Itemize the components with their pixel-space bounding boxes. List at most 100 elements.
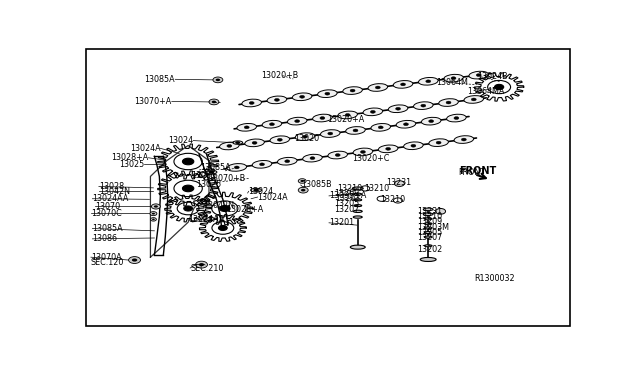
Ellipse shape [424,227,432,229]
Text: 13020: 13020 [294,134,319,143]
Text: 13085A: 13085A [145,75,175,84]
Ellipse shape [328,151,348,159]
Text: 13095+A: 13095+A [329,191,366,201]
Text: 13028: 13028 [99,182,124,191]
Ellipse shape [423,208,433,211]
Ellipse shape [346,126,365,134]
Ellipse shape [353,148,372,156]
Circle shape [350,89,355,92]
Text: 13020+B: 13020+B [261,71,298,80]
Ellipse shape [413,102,433,109]
Circle shape [335,154,340,157]
Text: 13209: 13209 [417,217,442,226]
Ellipse shape [444,74,463,82]
Text: 13024B: 13024B [477,72,508,81]
Circle shape [218,225,227,231]
Ellipse shape [353,216,362,218]
Ellipse shape [244,139,264,147]
Circle shape [461,138,467,141]
Circle shape [325,92,330,95]
Text: 13085: 13085 [191,171,217,180]
Text: 13231: 13231 [387,178,412,187]
Circle shape [298,187,308,193]
Circle shape [260,163,264,166]
Circle shape [220,205,230,212]
Circle shape [454,117,459,119]
Circle shape [476,74,481,77]
Text: 13085A: 13085A [200,163,230,172]
Circle shape [360,151,365,153]
Text: 13085A: 13085A [92,224,123,233]
Text: 13210: 13210 [364,184,389,193]
Text: R1300032: R1300032 [474,273,515,283]
Ellipse shape [292,93,312,100]
Circle shape [209,99,219,105]
Ellipse shape [278,157,297,165]
Ellipse shape [220,142,239,150]
Text: 13070+A: 13070+A [134,97,172,106]
Ellipse shape [424,218,432,220]
Ellipse shape [378,145,398,153]
Ellipse shape [469,71,488,79]
Ellipse shape [424,223,432,225]
Text: 13064MA: 13064MA [467,87,504,96]
Circle shape [182,185,194,192]
Ellipse shape [424,231,432,234]
Ellipse shape [237,124,257,131]
Text: 13025: 13025 [196,180,221,189]
Circle shape [298,179,306,183]
Text: 13231: 13231 [417,207,442,216]
Text: 13070: 13070 [95,202,120,211]
Circle shape [294,120,300,122]
Circle shape [403,123,408,126]
Text: 13024A: 13024A [130,144,161,153]
Circle shape [129,257,141,263]
Circle shape [394,181,404,186]
Polygon shape [164,195,212,222]
Text: 13210: 13210 [380,195,405,204]
Ellipse shape [363,108,383,116]
Circle shape [249,102,254,105]
Text: 13024AA: 13024AA [92,194,129,203]
Text: 13210: 13210 [417,212,442,221]
Ellipse shape [354,205,362,206]
Text: 13085B: 13085B [301,180,332,189]
Ellipse shape [424,245,432,247]
Ellipse shape [354,193,362,195]
Text: 13210: 13210 [337,184,362,193]
Circle shape [244,126,249,129]
Ellipse shape [350,245,365,249]
Polygon shape [157,144,219,179]
Ellipse shape [419,77,438,85]
Ellipse shape [429,139,449,147]
Circle shape [184,206,193,211]
Text: 13028+A: 13028+A [111,153,148,162]
Text: FRONT: FRONT [458,168,485,177]
Polygon shape [474,73,524,101]
Ellipse shape [270,136,290,144]
Ellipse shape [321,130,340,137]
Text: 13209: 13209 [334,189,359,198]
Text: 13070C: 13070C [91,209,122,218]
Circle shape [436,208,445,214]
Polygon shape [157,171,219,206]
Circle shape [277,138,282,141]
Text: 13201: 13201 [329,218,354,227]
Ellipse shape [338,111,357,119]
Text: FRONT: FRONT [460,166,497,176]
Circle shape [252,141,257,144]
Ellipse shape [242,99,262,107]
Circle shape [429,120,434,123]
Circle shape [199,263,204,266]
Circle shape [269,123,275,126]
Circle shape [426,80,431,83]
Circle shape [495,84,504,90]
Ellipse shape [393,81,413,88]
Text: 13070+B: 13070+B [208,174,245,183]
Text: 13086: 13086 [92,234,117,243]
Text: 13024AA: 13024AA [188,215,225,224]
Circle shape [375,86,380,89]
Circle shape [196,261,207,268]
Circle shape [396,107,401,110]
Circle shape [253,189,259,192]
